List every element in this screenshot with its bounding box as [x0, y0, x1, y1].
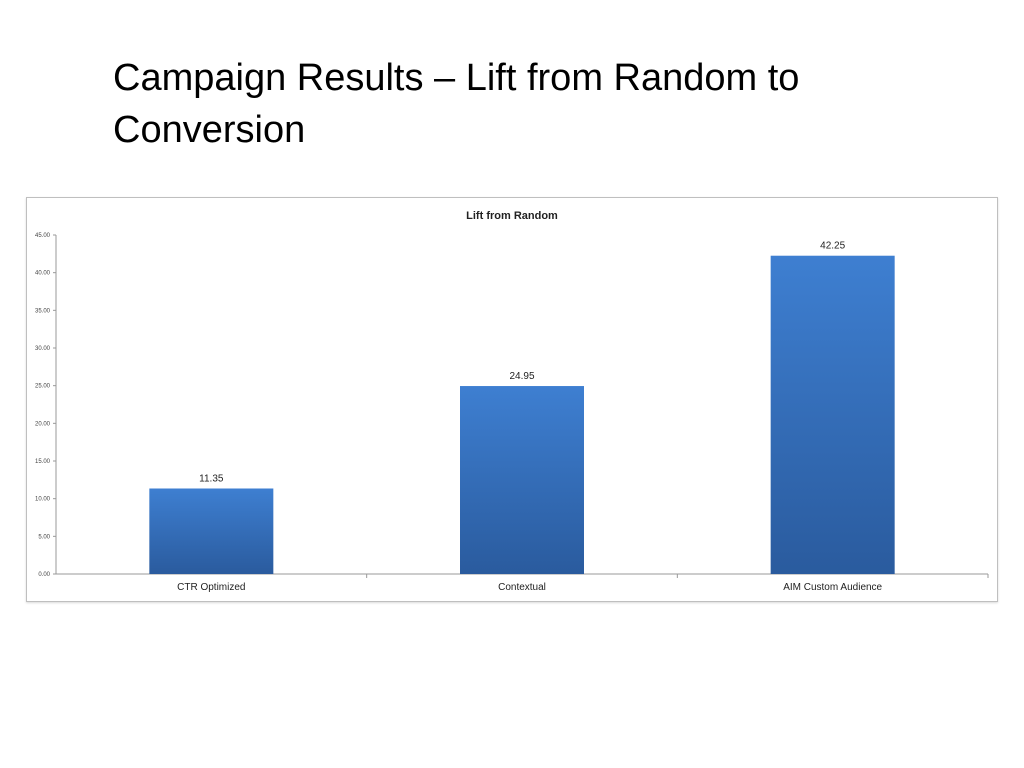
bar — [460, 386, 584, 574]
x-tick-label: CTR Optimized — [177, 582, 245, 593]
slide-title-line-2: Conversion — [113, 109, 306, 151]
chart-title: Lift from Random — [466, 210, 558, 222]
bar-chart: Lift from Random 0.00 5.00 10.00 15.00 20.00… — [35, 210, 989, 593]
x-tick-label: AIM Custom Audience — [783, 582, 882, 593]
y-tick-label: 40.00 — [35, 271, 51, 277]
y-tick-label: 45.00 — [35, 233, 51, 239]
data-label: 11.35 — [199, 473, 224, 484]
slide-title-line-1: Campaign Results – Lift from Random to — [113, 57, 800, 99]
y-tick-label: 25.00 — [35, 384, 51, 390]
chart-bars — [149, 255, 895, 574]
y-tick-label: 15.00 — [35, 459, 51, 465]
y-tick-label: 35.00 — [35, 308, 51, 314]
bar — [770, 255, 895, 574]
y-tick-label: 0.00 — [38, 572, 50, 578]
y-tick-label: 10.00 — [35, 497, 51, 503]
bar — [149, 488, 274, 574]
chart-frame: Lift from Random 0.00 5.00 10.00 15.00 20.00… — [26, 197, 998, 602]
slide-title: Campaign Results – Lift from Random to C… — [113, 52, 913, 156]
x-tick-label: Contextual — [498, 582, 546, 593]
data-label: 24.95 — [509, 371, 534, 382]
data-label: 42.25 — [820, 241, 845, 252]
chart-labels: 11.35 CTR Optimized 24.95 Contextual 42.25 AI… — [177, 241, 882, 593]
y-tick-label: 20.00 — [35, 421, 51, 427]
y-tick-label: 30.00 — [35, 346, 51, 352]
y-tick-label: 5.00 — [38, 534, 50, 540]
